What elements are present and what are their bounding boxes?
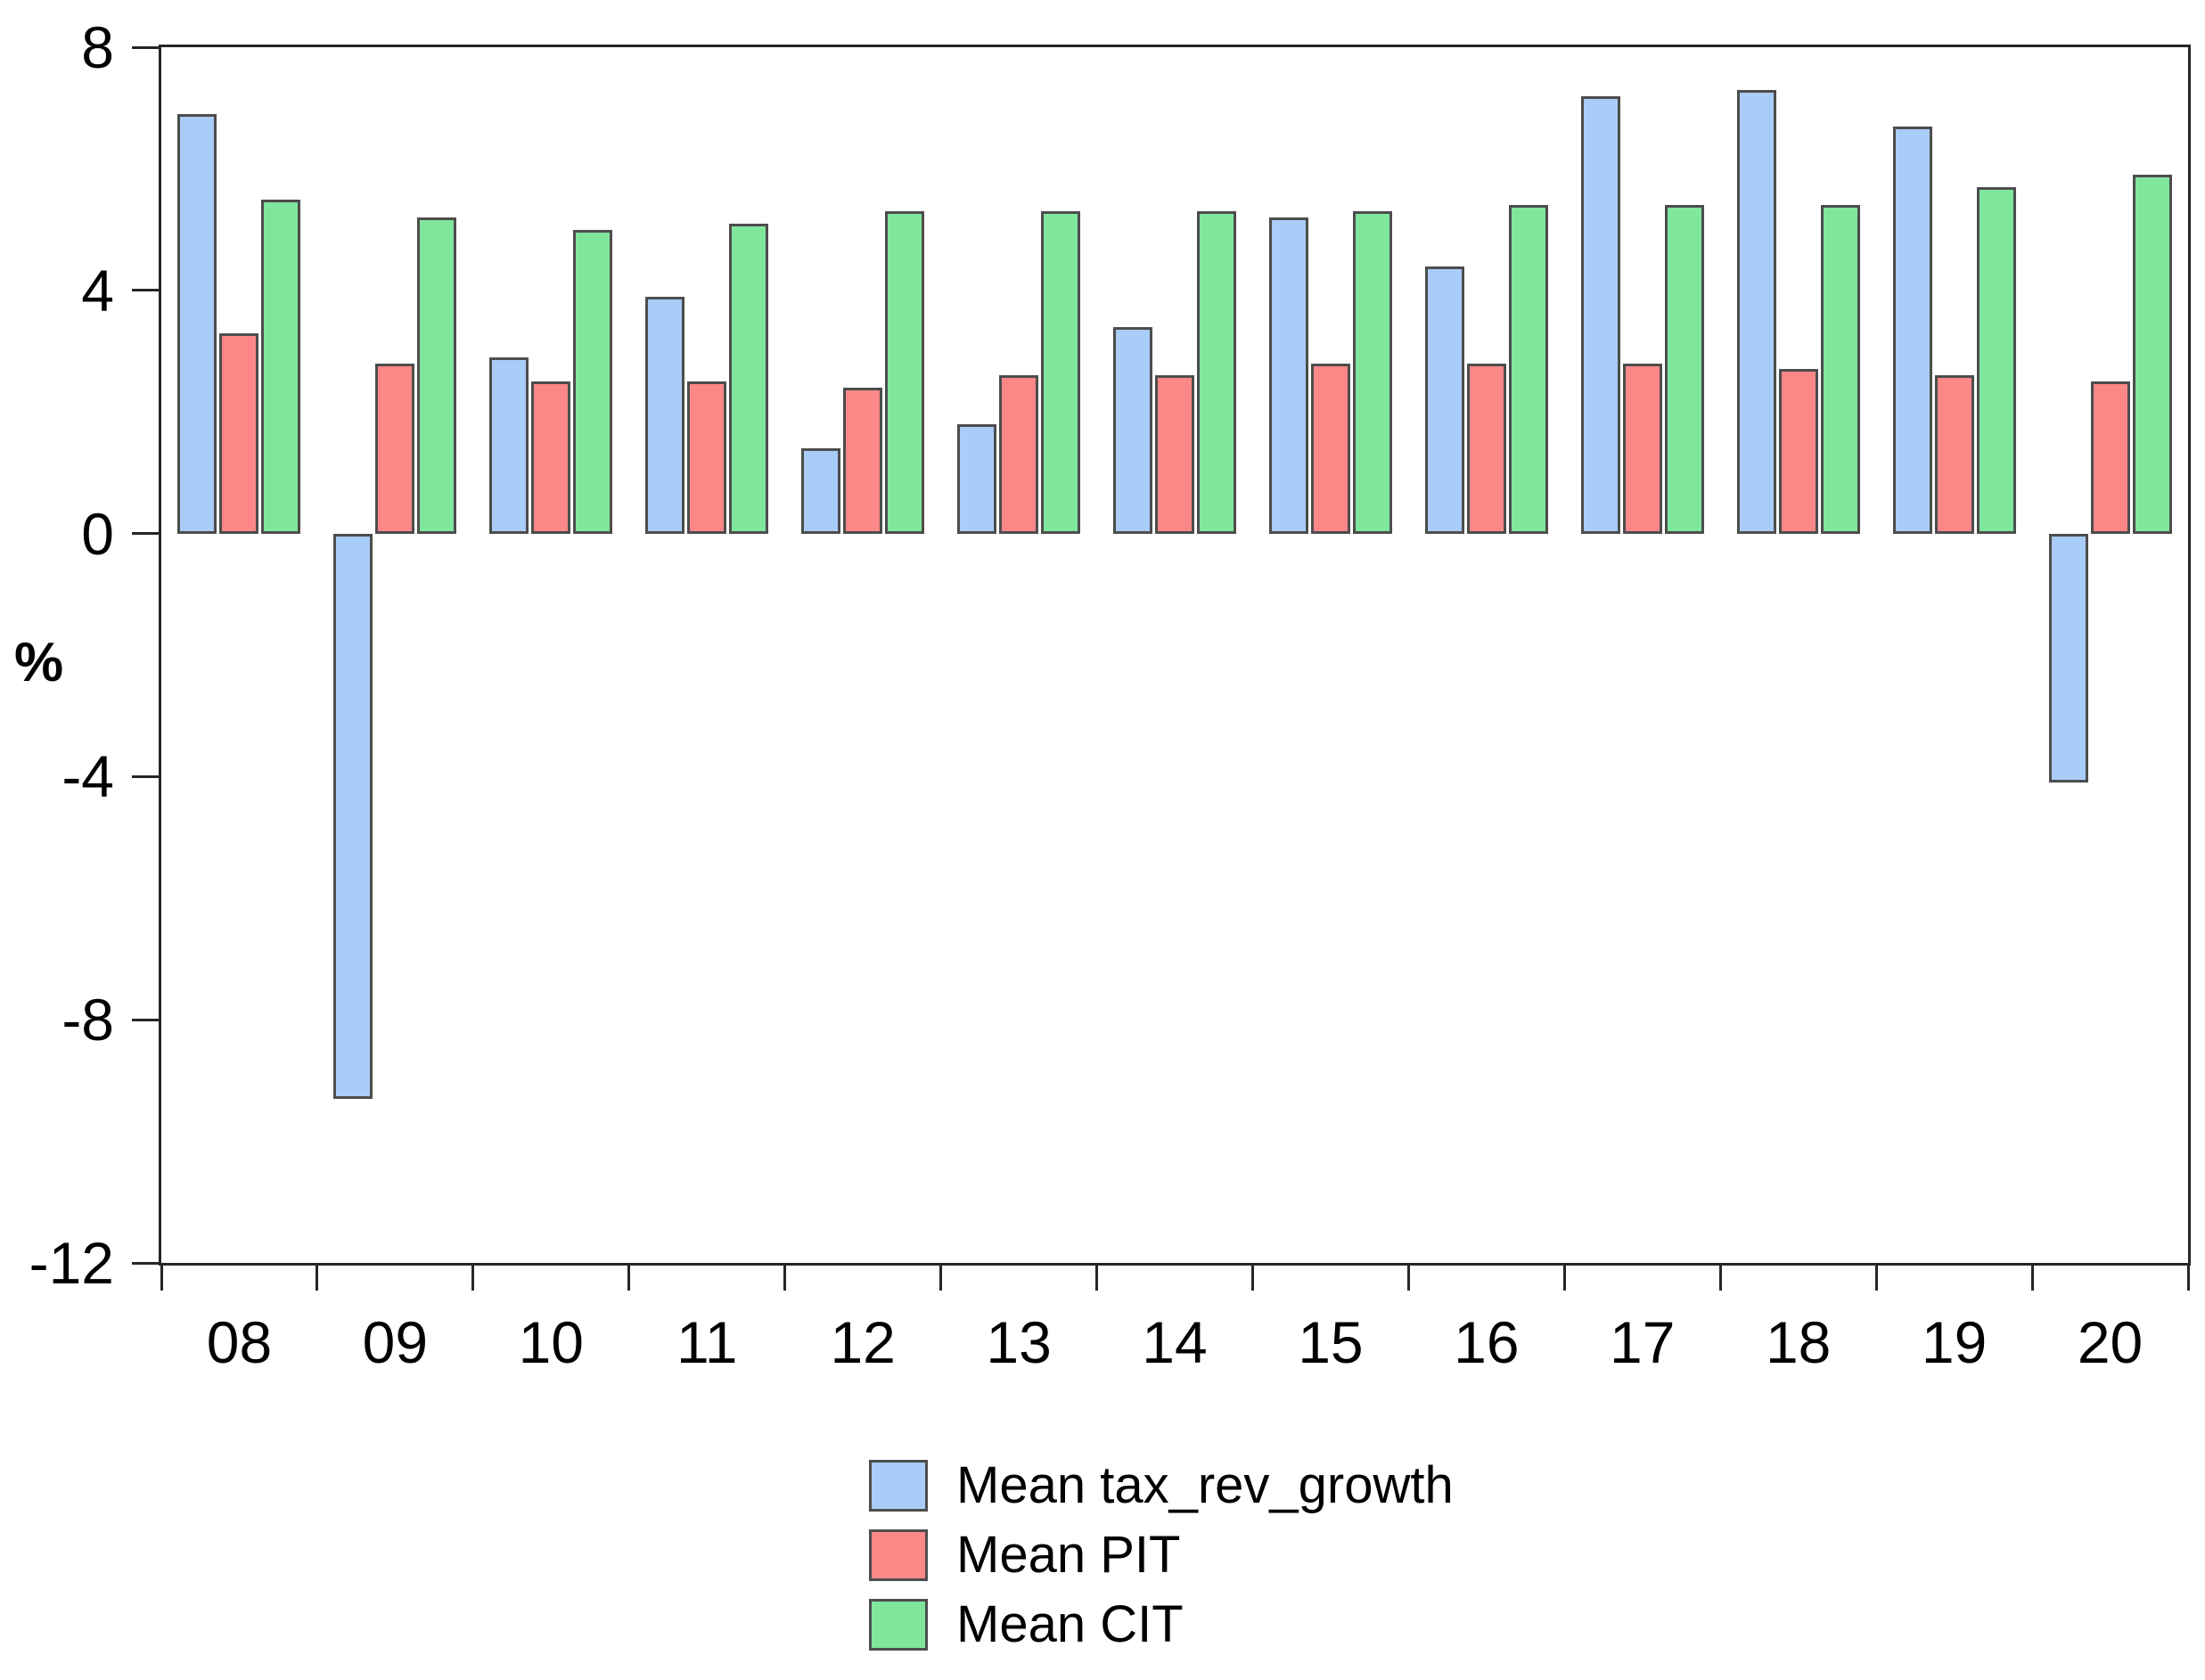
bar-mean-pit-14 [1155,375,1194,534]
bar-mean-tax_rev_growth-13 [957,423,997,534]
bar-mean-cit-13 [1041,211,1081,534]
y-axis-tick-label: 0 [81,500,114,567]
bar-mean-tax_rev_growth-20 [2048,533,2088,783]
x-axis-tick-label: 09 [362,1309,429,1375]
legend: Mean tax_rev_growth Mean PIT Mean CIT [869,1460,1454,1668]
y-axis-unit-label: % [14,632,64,693]
legend-swatch [869,1599,928,1651]
x-axis-tick [939,1266,943,1291]
x-axis-tick [1562,1266,1566,1291]
legend-item: Mean CIT [869,1599,1454,1651]
y-axis-tick-label: 4 [81,257,114,324]
y-axis-tick-label: 8 [81,14,114,80]
y-axis-tick [132,1018,159,1021]
y-axis-tick-label: -8 [61,987,114,1053]
bar-mean-tax_rev_growth-16 [1424,266,1464,534]
bar-mean-pit-16 [1466,363,1506,534]
legend-item: Mean tax_rev_growth [869,1460,1454,1512]
y-axis-tick-label: -12 [29,1230,114,1296]
legend-swatch [869,1529,928,1581]
bar-mean-pit-20 [2090,381,2130,534]
bar-mean-cit-14 [1197,211,1236,534]
x-axis-tick [1874,1266,1878,1291]
bar-mean-pit-11 [687,381,727,534]
bar-mean-cit-17 [1664,205,1704,534]
x-axis-tick-label: 13 [986,1309,1052,1375]
y-axis-tick-label: -4 [61,743,114,810]
x-axis-tick-label: 20 [2077,1309,2144,1375]
x-axis-tick [1406,1266,1410,1291]
x-axis-tick-label: 15 [1298,1309,1364,1375]
x-axis-tick-label: 10 [518,1309,585,1375]
bar-mean-pit-09 [375,363,415,534]
bar-mean-cit-20 [2132,175,2172,534]
legend-label: Mean CIT [956,1595,1184,1653]
bar-mean-pit-18 [1778,369,1818,534]
legend-item: Mean PIT [869,1529,1454,1581]
bar-mean-tax_rev_growth-12 [801,448,841,534]
x-axis-tick-label: 08 [206,1309,273,1375]
bar-mean-pit-13 [999,375,1039,534]
bar-mean-pit-19 [1934,375,1974,534]
bar-mean-pit-12 [843,387,883,534]
bar-mean-tax_rev_growth-17 [1580,95,1620,534]
bar-mean-tax_rev_growth-15 [1268,217,1308,534]
x-axis-tick [471,1266,475,1291]
bar-mean-cit-11 [729,223,769,534]
x-axis-tick-label: 12 [830,1309,896,1375]
bar-mean-tax_rev_growth-18 [1736,89,1776,534]
bar-mean-cit-09 [417,217,457,534]
bar-mean-cit-16 [1508,205,1548,534]
legend-label: Mean PIT [956,1526,1181,1584]
x-axis-tick [2186,1266,2190,1291]
plot-area: 8 4 0 -4 -8 -12 08 09 10 11 12 13 14 15 16 17 18 19 20 [29,18,2191,1372]
bar-mean-cit-19 [1976,186,2016,534]
x-axis-tick [783,1266,787,1291]
y-axis-tick [132,532,159,536]
x-axis-tick-label: 11 [676,1309,738,1375]
bar-mean-cit-10 [573,229,613,534]
bar-mean-cit-12 [885,211,925,534]
x-axis-tick [1718,1266,1722,1291]
bar-mean-pit-10 [531,381,571,534]
x-axis-tick [2030,1266,2034,1291]
bar-mean-tax_rev_growth-09 [333,533,373,1099]
bar-mean-tax_rev_growth-08 [177,114,217,534]
bar-mean-cit-18 [1820,205,1860,534]
legend-swatch [869,1460,928,1512]
x-axis-tick-label: 14 [1142,1309,1208,1375]
x-axis-tick [1250,1266,1254,1291]
bar-mean-cit-15 [1352,211,1392,534]
x-axis-tick [627,1266,631,1291]
bar-mean-cit-08 [261,199,301,534]
y-axis-tick [132,774,159,778]
bar-mean-tax_rev_growth-10 [489,356,529,534]
x-axis-tick [160,1266,163,1291]
y-axis-tick [132,289,159,292]
y-axis-tick [132,1261,159,1265]
bar-mean-tax_rev_growth-14 [1113,326,1152,534]
bar-mean-pit-17 [1622,363,1662,534]
bar-mean-pit-08 [219,332,259,534]
x-axis-tick-label: 18 [1765,1309,1832,1375]
x-axis-tick-label: 16 [1454,1309,1520,1375]
bar-mean-tax_rev_growth-19 [1892,126,1932,534]
y-axis-tick [132,45,159,49]
legend-label: Mean tax_rev_growth [956,1456,1454,1514]
x-axis-tick [1095,1266,1099,1291]
x-axis-tick-label: 19 [1921,1309,1988,1375]
x-axis-tick-label: 17 [1610,1309,1676,1375]
x-axis-tick [316,1266,319,1291]
bar-mean-tax_rev_growth-11 [645,296,685,534]
bar-mean-pit-15 [1310,363,1350,534]
